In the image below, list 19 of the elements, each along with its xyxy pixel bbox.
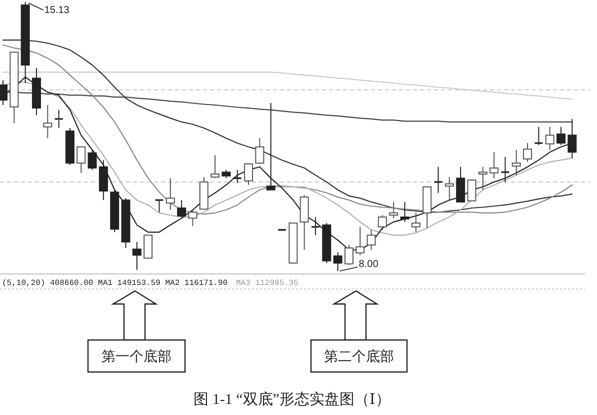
text: (5,10,20) 408660.00 MA1 149153.59 MA2 116171.90 [2, 279, 228, 288]
candlestick [310, 216, 320, 236]
candlestick [545, 126, 554, 150]
caption: 图 1-1 “双底”形态实盘图（Ⅰ） [194, 391, 390, 408]
annotation: 15.13 [44, 5, 70, 16]
candlestick [433, 166, 444, 194]
annotation: 8.00 [358, 259, 379, 270]
candlestick [54, 109, 64, 129]
candlestick [444, 176, 454, 201]
candlestick [98, 160, 108, 201]
text: MA3 112995.35 [236, 279, 299, 288]
text: 第一个底部 [102, 349, 172, 365]
candlestick [512, 149, 521, 176]
text: 第二个底部 [324, 349, 394, 365]
candlestick [333, 252, 342, 272]
candlestick [500, 156, 510, 182]
candlestick [166, 178, 175, 210]
candlestick [43, 104, 52, 139]
candlestick [132, 241, 142, 270]
